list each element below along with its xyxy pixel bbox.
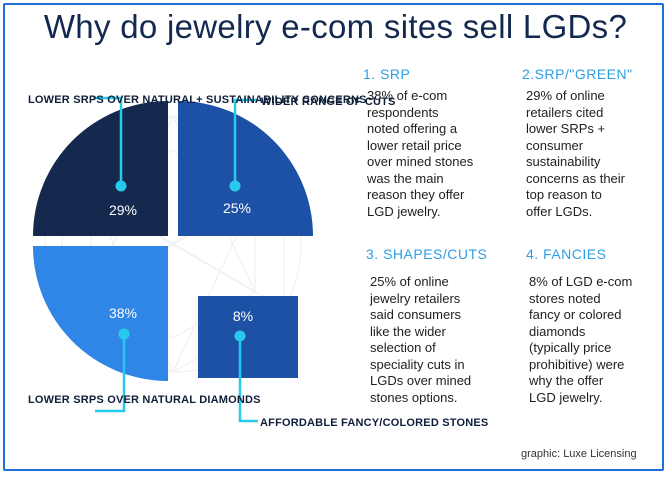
section-srp-heading: 1. SRP (363, 66, 411, 82)
infographic-frame (3, 3, 664, 471)
slice-cuts-callout-line (233, 98, 258, 186)
slice-fancies-value: 8% (233, 308, 253, 324)
slice-srps-green (33, 101, 168, 236)
slice-srps-green-callout-dot (115, 180, 127, 192)
slice-srps-callout-dot (118, 328, 130, 340)
slice-srps (33, 246, 168, 381)
slice-cuts (178, 101, 313, 236)
slice-srps-green-callout-line (93, 96, 123, 186)
slice-fancies (198, 296, 298, 378)
slice-fancies-callout-line (238, 336, 258, 423)
slice-cuts-value: 25% (223, 200, 251, 216)
slice-srps-green-value: 29% (109, 202, 137, 218)
slice-label-srps-green: LOWER SRPS OVER NATURAL+ SUSTAINABILITY … (28, 94, 367, 106)
slice-cuts-callout-dot (229, 180, 241, 192)
slice-srps-callout-line (95, 334, 126, 413)
slice-label-fancies: AFFORDABLE FANCY/COLORED STONES (260, 417, 489, 429)
section-fancies-body: 8% of LGD e-com stores noted fancy or co… (529, 274, 633, 405)
section-cuts-body: 25% of online jewelry retailers said con… (370, 274, 472, 405)
slice-srps-value: 38% (109, 305, 137, 321)
graphic-credit: graphic: Luxe Licensing (521, 448, 637, 460)
slice-fancies-callout-dot (234, 330, 246, 342)
section-srp-body: 38% of e-com respondents noted offering … (367, 88, 474, 219)
section-fancies-heading: 4. FANCIES (526, 246, 607, 262)
slice-label-srps: LOWER SRPS OVER NATURAL DIAMONDS (28, 394, 261, 406)
slice-label-cuts: WIDER RANGE OF CUTS (261, 96, 396, 108)
page-title: Why do jewelry e-com sites sell LGDs? (43, 8, 628, 45)
section-green-body: 29% of online retailers cited lower SRPs… (526, 88, 625, 219)
section-green-heading: 2.SRP/"GREEN" (522, 66, 633, 82)
section-cuts-heading: 3. SHAPES/CUTS (366, 246, 488, 262)
